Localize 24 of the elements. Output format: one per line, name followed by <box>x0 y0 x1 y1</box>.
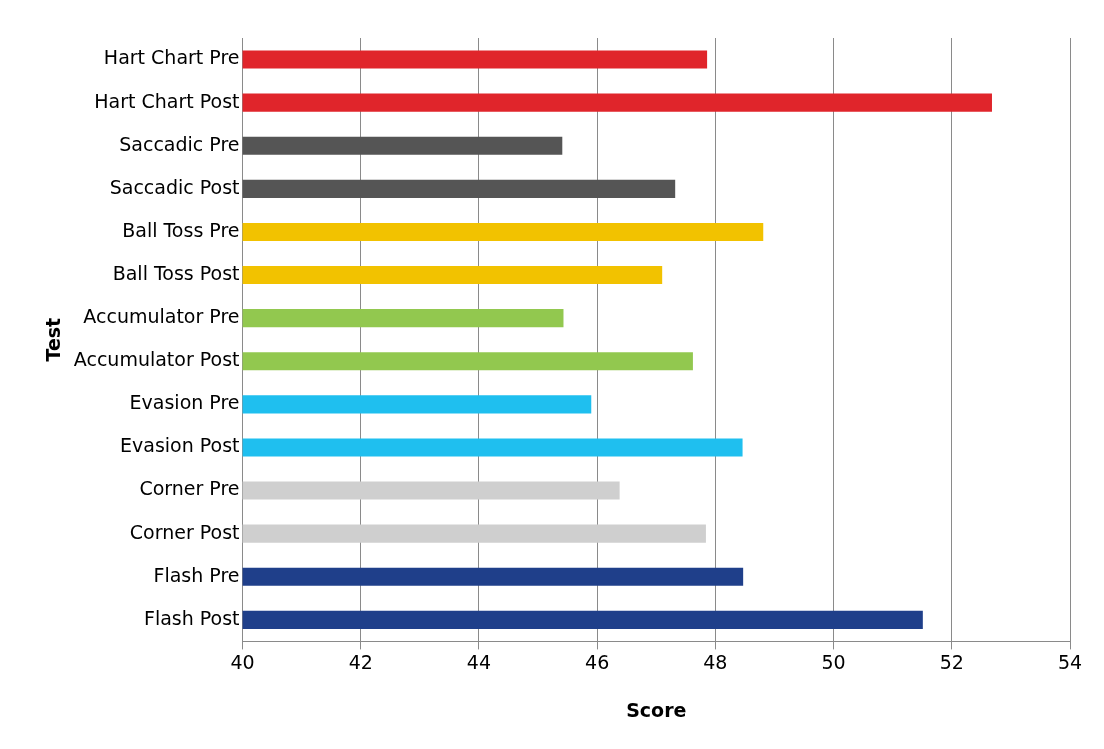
y-tick-label: Saccadic Post <box>109 175 240 198</box>
y-tick-label: Ball Toss Pre <box>122 218 240 241</box>
x-tick-label: 54 <box>1057 650 1083 673</box>
x-tick-label: 48 <box>703 650 728 673</box>
y-tick-label: Hart Chart Post <box>94 89 240 112</box>
y-tick-label: Accumulator Post <box>73 348 240 371</box>
y-tick-label: Corner Post <box>129 520 240 543</box>
y-tick-label: Corner Pre <box>139 477 240 500</box>
y-tick-label: Flash Pre <box>153 563 240 586</box>
x-tick-label: 44 <box>466 650 492 673</box>
y-tick-label: Evasion Pre <box>129 391 240 414</box>
x-axis-title: Score <box>626 698 687 721</box>
y-axis-title: Test <box>42 317 65 362</box>
x-tick-label: 42 <box>348 650 373 673</box>
x-tick-label: 50 <box>821 650 846 673</box>
y-tick-label: Saccadic Pre <box>119 132 240 155</box>
y-tick-label: Evasion Post <box>120 434 240 457</box>
y-tick-label: Flash Post <box>143 606 240 629</box>
x-tick-label: 52 <box>939 650 964 673</box>
y-tick-label: Hart Chart Pre <box>103 46 240 69</box>
y-tick-label: Ball Toss Post <box>112 261 240 284</box>
x-tick-label: 40 <box>230 650 255 673</box>
y-tick-label: Accumulator Pre <box>83 305 240 328</box>
x-tick-label: 46 <box>585 650 610 673</box>
